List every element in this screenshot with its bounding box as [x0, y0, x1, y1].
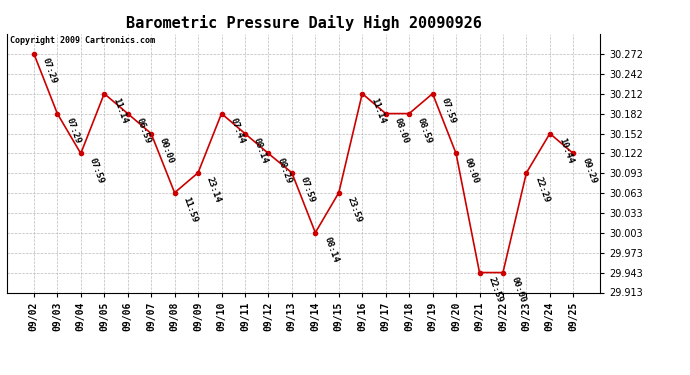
Text: 11:59: 11:59: [181, 195, 199, 224]
Text: 09:29: 09:29: [580, 156, 598, 184]
Text: 08:14: 08:14: [322, 236, 340, 264]
Text: 07:29: 07:29: [41, 57, 59, 85]
Text: 08:00: 08:00: [393, 116, 411, 145]
Text: 08:29: 08:29: [275, 156, 293, 184]
Text: 00:00: 00:00: [510, 275, 528, 304]
Text: 23:59: 23:59: [346, 195, 364, 224]
Title: Barometric Pressure Daily High 20090926: Barometric Pressure Daily High 20090926: [126, 15, 482, 31]
Text: 07:59: 07:59: [299, 176, 317, 204]
Text: 22:29: 22:29: [533, 176, 551, 204]
Text: 08:14: 08:14: [252, 136, 270, 165]
Text: 22:59: 22:59: [486, 275, 504, 304]
Text: Copyright 2009 Cartronics.com: Copyright 2009 Cartronics.com: [10, 36, 155, 45]
Text: 11:14: 11:14: [111, 96, 129, 125]
Text: 08:59: 08:59: [416, 116, 434, 145]
Text: 00:00: 00:00: [463, 156, 481, 184]
Text: 00:00: 00:00: [158, 136, 176, 165]
Text: 07:29: 07:29: [64, 116, 82, 145]
Text: 07:59: 07:59: [440, 96, 457, 125]
Text: 07:44: 07:44: [228, 116, 246, 145]
Text: 06:59: 06:59: [135, 116, 152, 145]
Text: 10:44: 10:44: [557, 136, 575, 165]
Text: 07:59: 07:59: [88, 156, 106, 184]
Text: 23:14: 23:14: [205, 176, 223, 204]
Text: 11:14: 11:14: [369, 96, 387, 125]
